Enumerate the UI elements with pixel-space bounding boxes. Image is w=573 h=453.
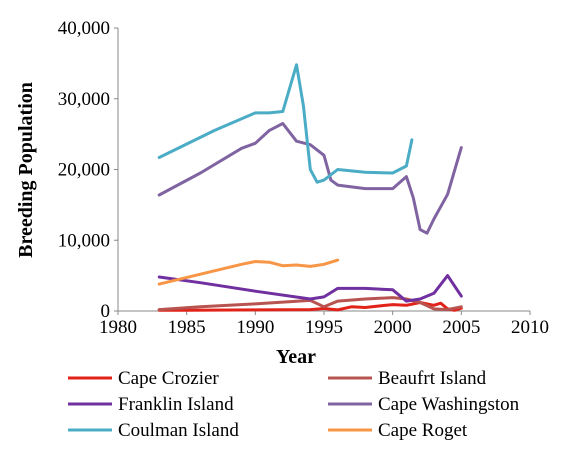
y-tick-label: 0 [101, 301, 111, 322]
legend-label-beaufrt-island: Beaufrt Island [378, 368, 487, 389]
legend-label-cape-washingston: Cape Washingston [378, 394, 520, 415]
series-line-cape-roget [157, 258, 340, 286]
x-tick-label: 2005 [442, 317, 480, 338]
series-lines [157, 63, 463, 312]
x-tick-label: 1990 [236, 317, 274, 338]
x-tick-label: 1995 [305, 317, 343, 338]
y-tick-label: 20,000 [58, 160, 110, 181]
legend: Cape Crozier Beaufrt Island Franklin Islan… [68, 368, 520, 441]
y-axis-title: Breeding Population [15, 82, 37, 258]
x-tick-label: 2000 [374, 317, 412, 338]
series-line-coulman-island [157, 63, 414, 184]
y-axis-ticks: 0 10,000 20,000 30,000 40,000 [58, 18, 118, 322]
legend-label-cape-crozier: Cape Crozier [118, 368, 219, 389]
legend-label-cape-roget: Cape Roget [378, 420, 468, 441]
y-tick-label: 40,000 [58, 18, 110, 39]
series-line-cape-crozier [157, 301, 463, 312]
x-tick-label: 2010 [511, 317, 549, 338]
axes [117, 28, 530, 312]
series-line-cape-washingston [157, 122, 463, 235]
x-axis-ticks: 1980 1985 1990 1995 2000 2005 2010 [99, 311, 549, 338]
x-axis-title: Year [276, 346, 316, 368]
series-line-beaufrt-island [157, 296, 463, 312]
series-line-franklin-island [157, 274, 463, 303]
legend-label-franklin-island: Franklin Island [118, 394, 234, 415]
x-tick-label: 1985 [168, 317, 206, 338]
legend-label-coulman-island: Coulman Island [118, 420, 239, 441]
y-tick-label: 30,000 [58, 89, 110, 110]
y-tick-label: 10,000 [58, 230, 110, 251]
x-tick-label: 1980 [99, 317, 137, 338]
